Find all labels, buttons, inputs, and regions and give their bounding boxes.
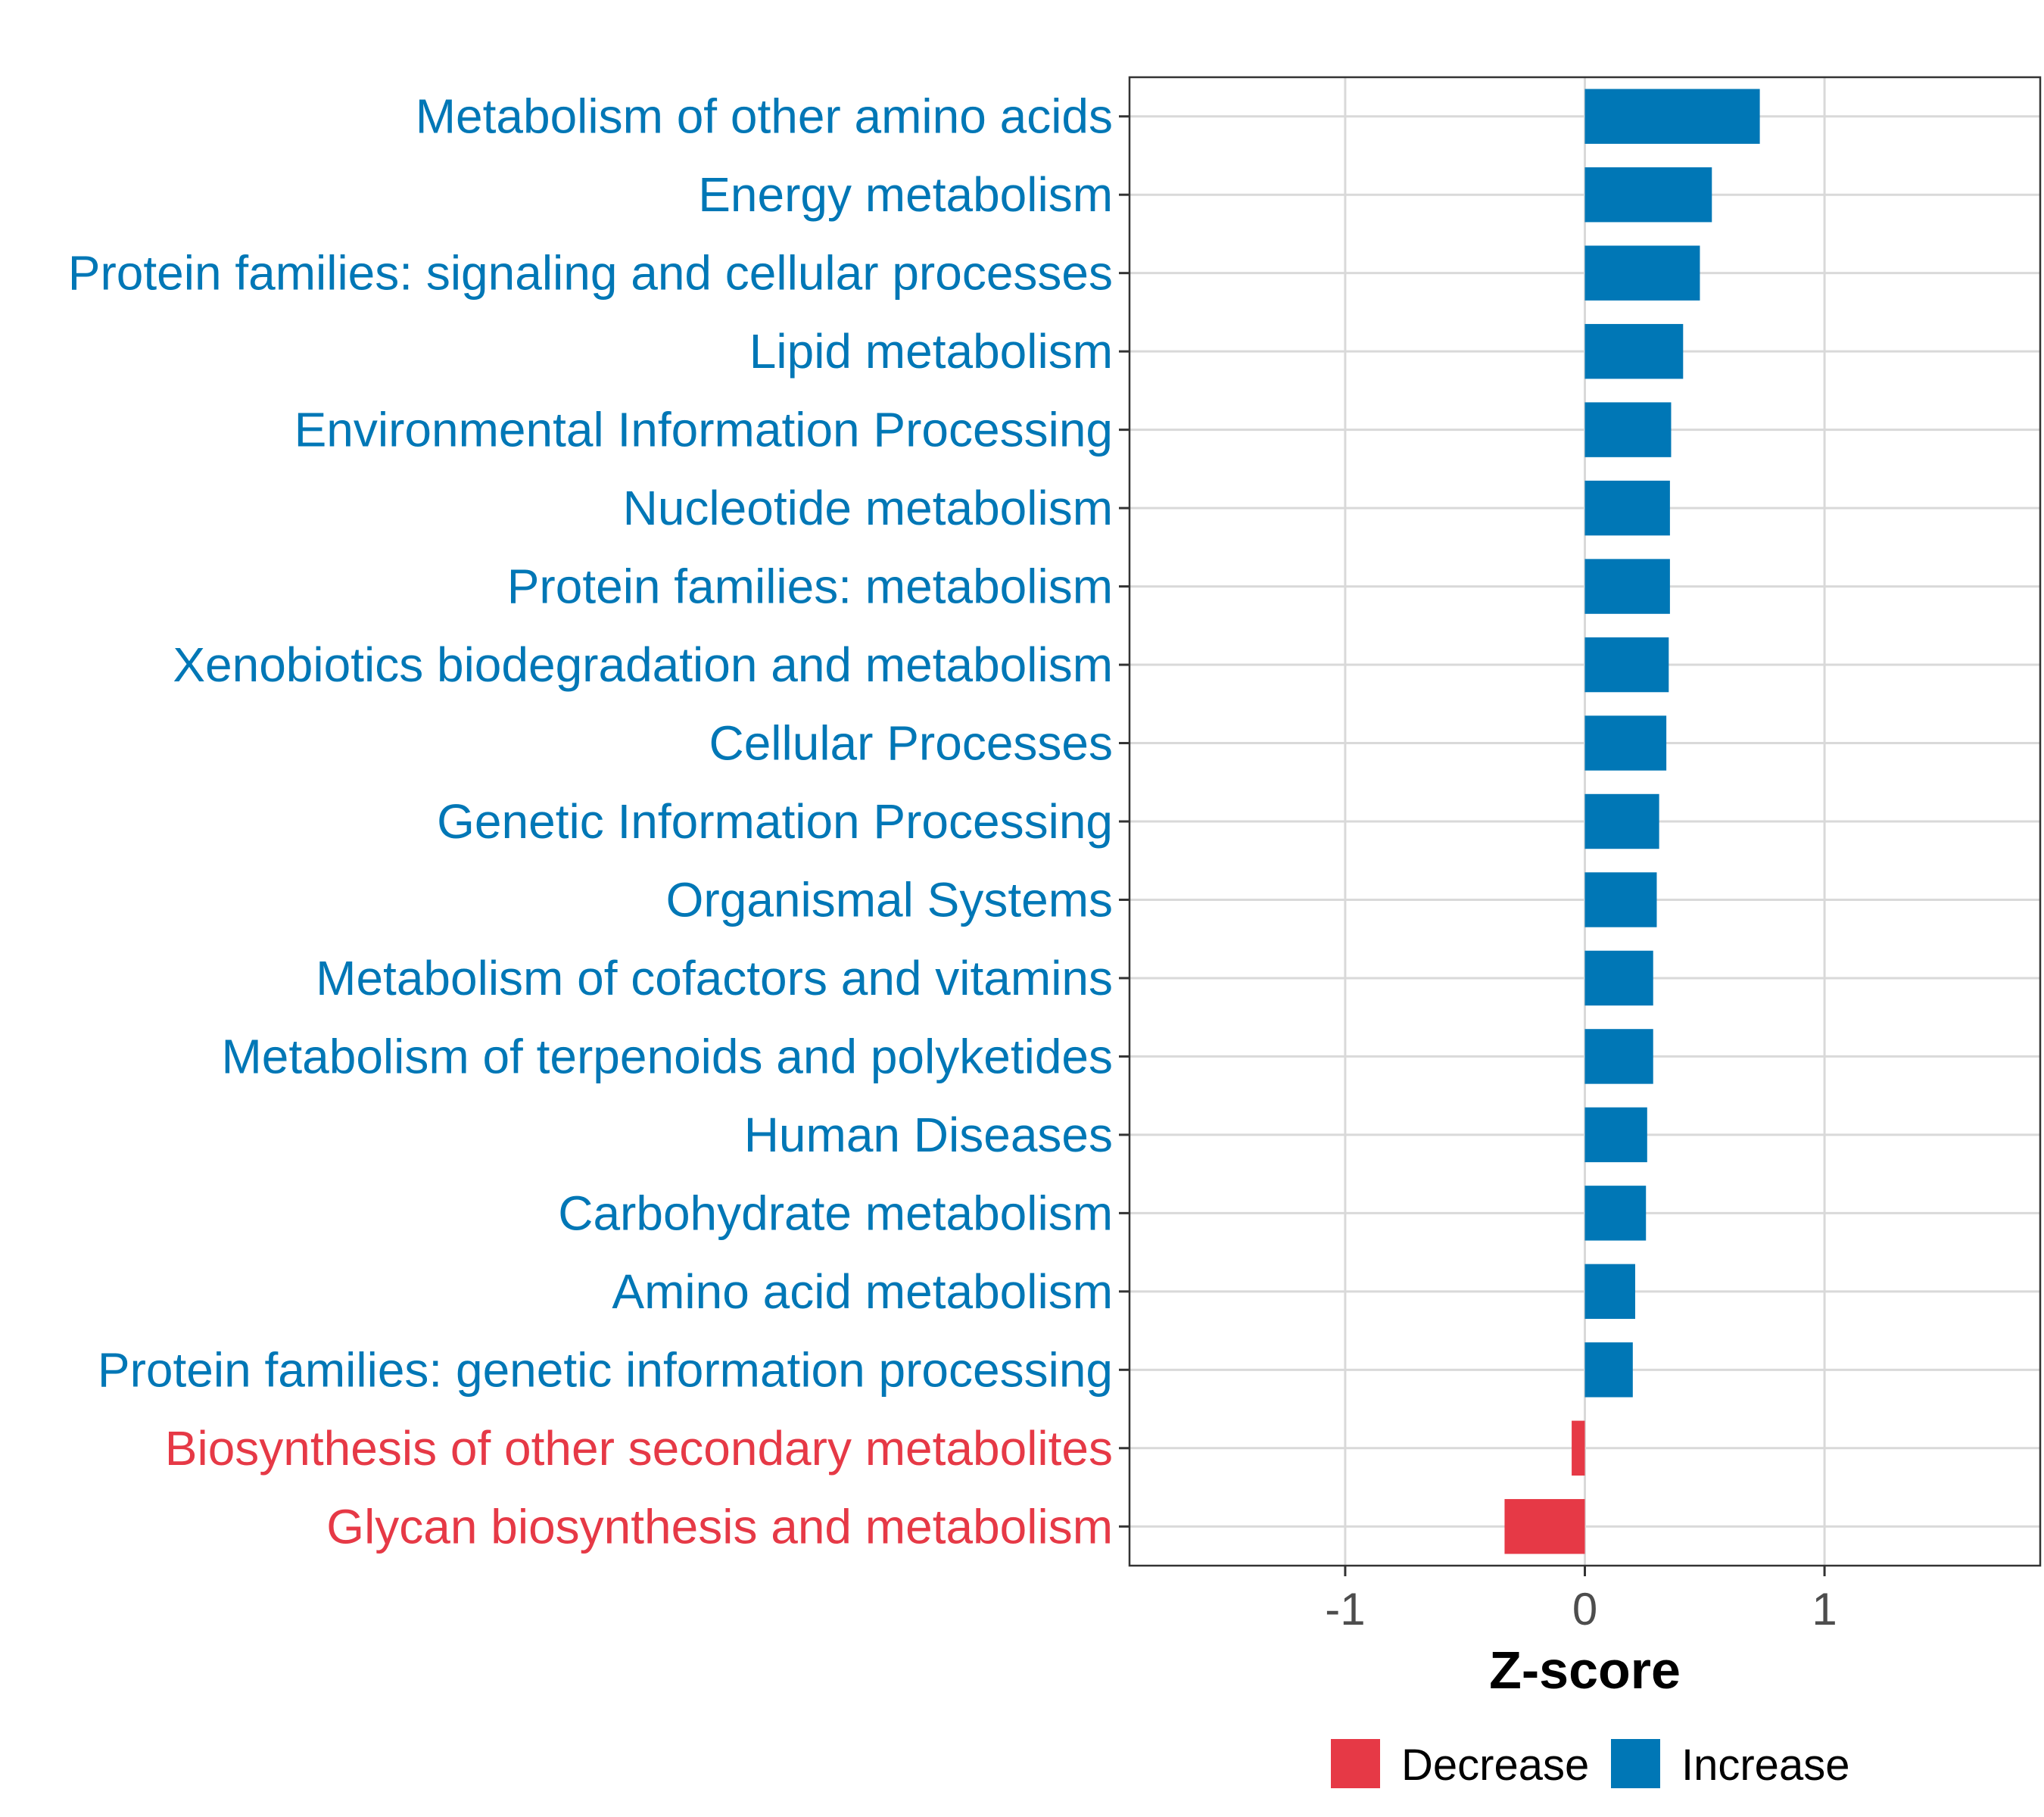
category-label: Carbohydrate metabolism bbox=[558, 1186, 1113, 1240]
category-label: Protein families: metabolism bbox=[507, 559, 1113, 614]
category-label: Metabolism of terpenoids and polyketides bbox=[221, 1029, 1113, 1083]
bar-decrease bbox=[1504, 1499, 1585, 1554]
bar-increase bbox=[1584, 89, 1760, 144]
x-tick-label: 0 bbox=[1572, 1584, 1597, 1635]
category-label: Amino acid metabolism bbox=[612, 1264, 1113, 1319]
bar-increase bbox=[1584, 402, 1672, 457]
bar-decrease bbox=[1572, 1420, 1585, 1476]
category-label: Metabolism of cofactors and vitamins bbox=[316, 951, 1113, 1005]
bar-increase bbox=[1584, 950, 1653, 1006]
legend-label-increase: Increase bbox=[1681, 1741, 1849, 1790]
bar-increase bbox=[1584, 480, 1670, 536]
legend-swatch-increase bbox=[1611, 1739, 1660, 1788]
bar-increase bbox=[1584, 793, 1659, 849]
y-axis: Metabolism of other amino acids Energy me… bbox=[68, 89, 1129, 1554]
category-label: Protein families: signaling and cellular… bbox=[68, 246, 1113, 301]
category-label: Protein families: genetic information pr… bbox=[98, 1342, 1113, 1397]
bar-increase bbox=[1584, 167, 1712, 223]
bar-increase bbox=[1584, 715, 1667, 771]
bar-increase bbox=[1584, 1342, 1633, 1398]
bar-increase bbox=[1584, 1264, 1635, 1320]
category-label: Environmental Information Processing bbox=[294, 403, 1113, 457]
category-label: Cellular Processes bbox=[709, 716, 1113, 771]
category-label: Human Diseases bbox=[744, 1108, 1113, 1162]
bar-increase bbox=[1584, 872, 1657, 927]
category-label: Organismal Systems bbox=[666, 872, 1113, 927]
category-label: Energy metabolism bbox=[698, 167, 1113, 222]
bar-increase bbox=[1584, 1107, 1647, 1163]
category-label: Genetic Information Processing bbox=[437, 794, 1113, 849]
category-label: Lipid metabolism bbox=[749, 324, 1113, 379]
bar-increase bbox=[1584, 1029, 1653, 1084]
category-label: Glycan biosynthesis and metabolism bbox=[326, 1499, 1113, 1554]
bar-increase bbox=[1584, 245, 1700, 301]
bars bbox=[1504, 89, 1760, 1554]
legend: Decrease Increase bbox=[1331, 1739, 1849, 1790]
category-label: Metabolism of other amino acids bbox=[416, 89, 1113, 144]
x-axis: -1 0 1 bbox=[1325, 1566, 1837, 1635]
x-tick-label: 1 bbox=[1812, 1584, 1837, 1635]
bar-increase bbox=[1584, 1186, 1647, 1241]
bar-increase bbox=[1584, 323, 1684, 379]
x-axis-title: Z-score bbox=[1489, 1641, 1681, 1700]
category-label: Xenobiotics biodegradation and metabolis… bbox=[173, 637, 1113, 692]
x-tick-label: -1 bbox=[1325, 1584, 1365, 1635]
category-label: Nucleotide metabolism bbox=[623, 481, 1113, 535]
legend-swatch-decrease bbox=[1331, 1739, 1380, 1788]
category-label: Biosynthesis of other secondary metaboli… bbox=[165, 1421, 1113, 1476]
bar-increase bbox=[1584, 637, 1669, 693]
bar-increase bbox=[1584, 559, 1670, 614]
legend-label-decrease: Decrease bbox=[1401, 1741, 1589, 1790]
